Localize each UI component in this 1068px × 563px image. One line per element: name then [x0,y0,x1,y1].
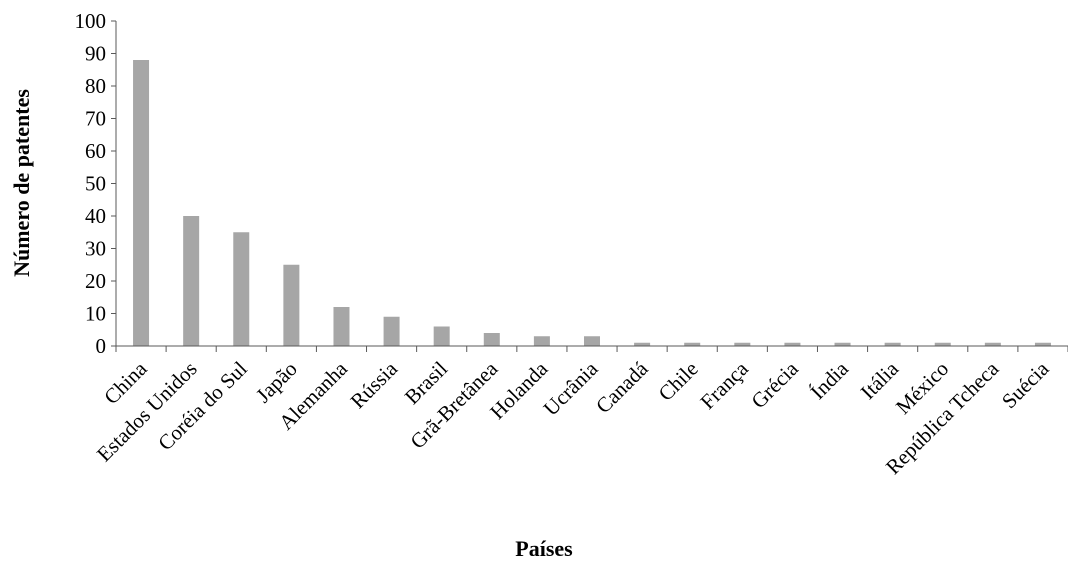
x-tick-label: Ucrânia [539,356,603,420]
x-axis-title: Países [515,536,573,561]
y-tick-label: 0 [96,334,107,358]
y-ticks-group: 0 10 20 30 40 50 60 70 80 90 100 [75,9,116,358]
bar [984,342,1001,346]
bar [383,316,400,346]
y-tick-label: 10 [85,302,106,326]
x-tick-label: Holanda [485,356,553,424]
y-tick-label: 70 [85,107,106,131]
bar [1034,342,1051,346]
x-tick-label: Índia [806,356,854,404]
bar [333,307,350,346]
bar [734,342,751,346]
y-tick-label: 30 [85,237,106,261]
y-tick-label: 40 [85,204,106,228]
y-tick-label: 60 [85,139,106,163]
bar [133,60,150,346]
y-tick-label: 20 [85,269,106,293]
bar [233,232,250,346]
y-tick-label: 90 [85,42,106,66]
bar [684,342,701,346]
y-axis-title: Número de patentes [9,89,34,277]
bar [934,342,951,346]
y-tick-label: 80 [85,74,106,98]
bar [884,342,901,346]
x-tick-label: Chile [654,357,703,406]
bar [183,216,200,346]
bar [483,333,500,346]
y-tick-label: 50 [85,172,106,196]
bar [533,336,550,346]
x-tick-label: França [695,356,753,414]
bar [834,342,851,346]
bars-group [133,60,1051,346]
y-tick-label: 100 [75,9,107,33]
x-tick-label: Rússia [346,356,403,413]
bar [634,342,651,346]
bar [584,336,600,346]
bar [433,326,450,346]
x-tick-label: Grécia [746,356,803,413]
x-tick-label: Suécia [997,356,1054,413]
bar [784,342,801,346]
x-tick-label: Canadá [591,356,653,418]
bar [283,264,300,346]
